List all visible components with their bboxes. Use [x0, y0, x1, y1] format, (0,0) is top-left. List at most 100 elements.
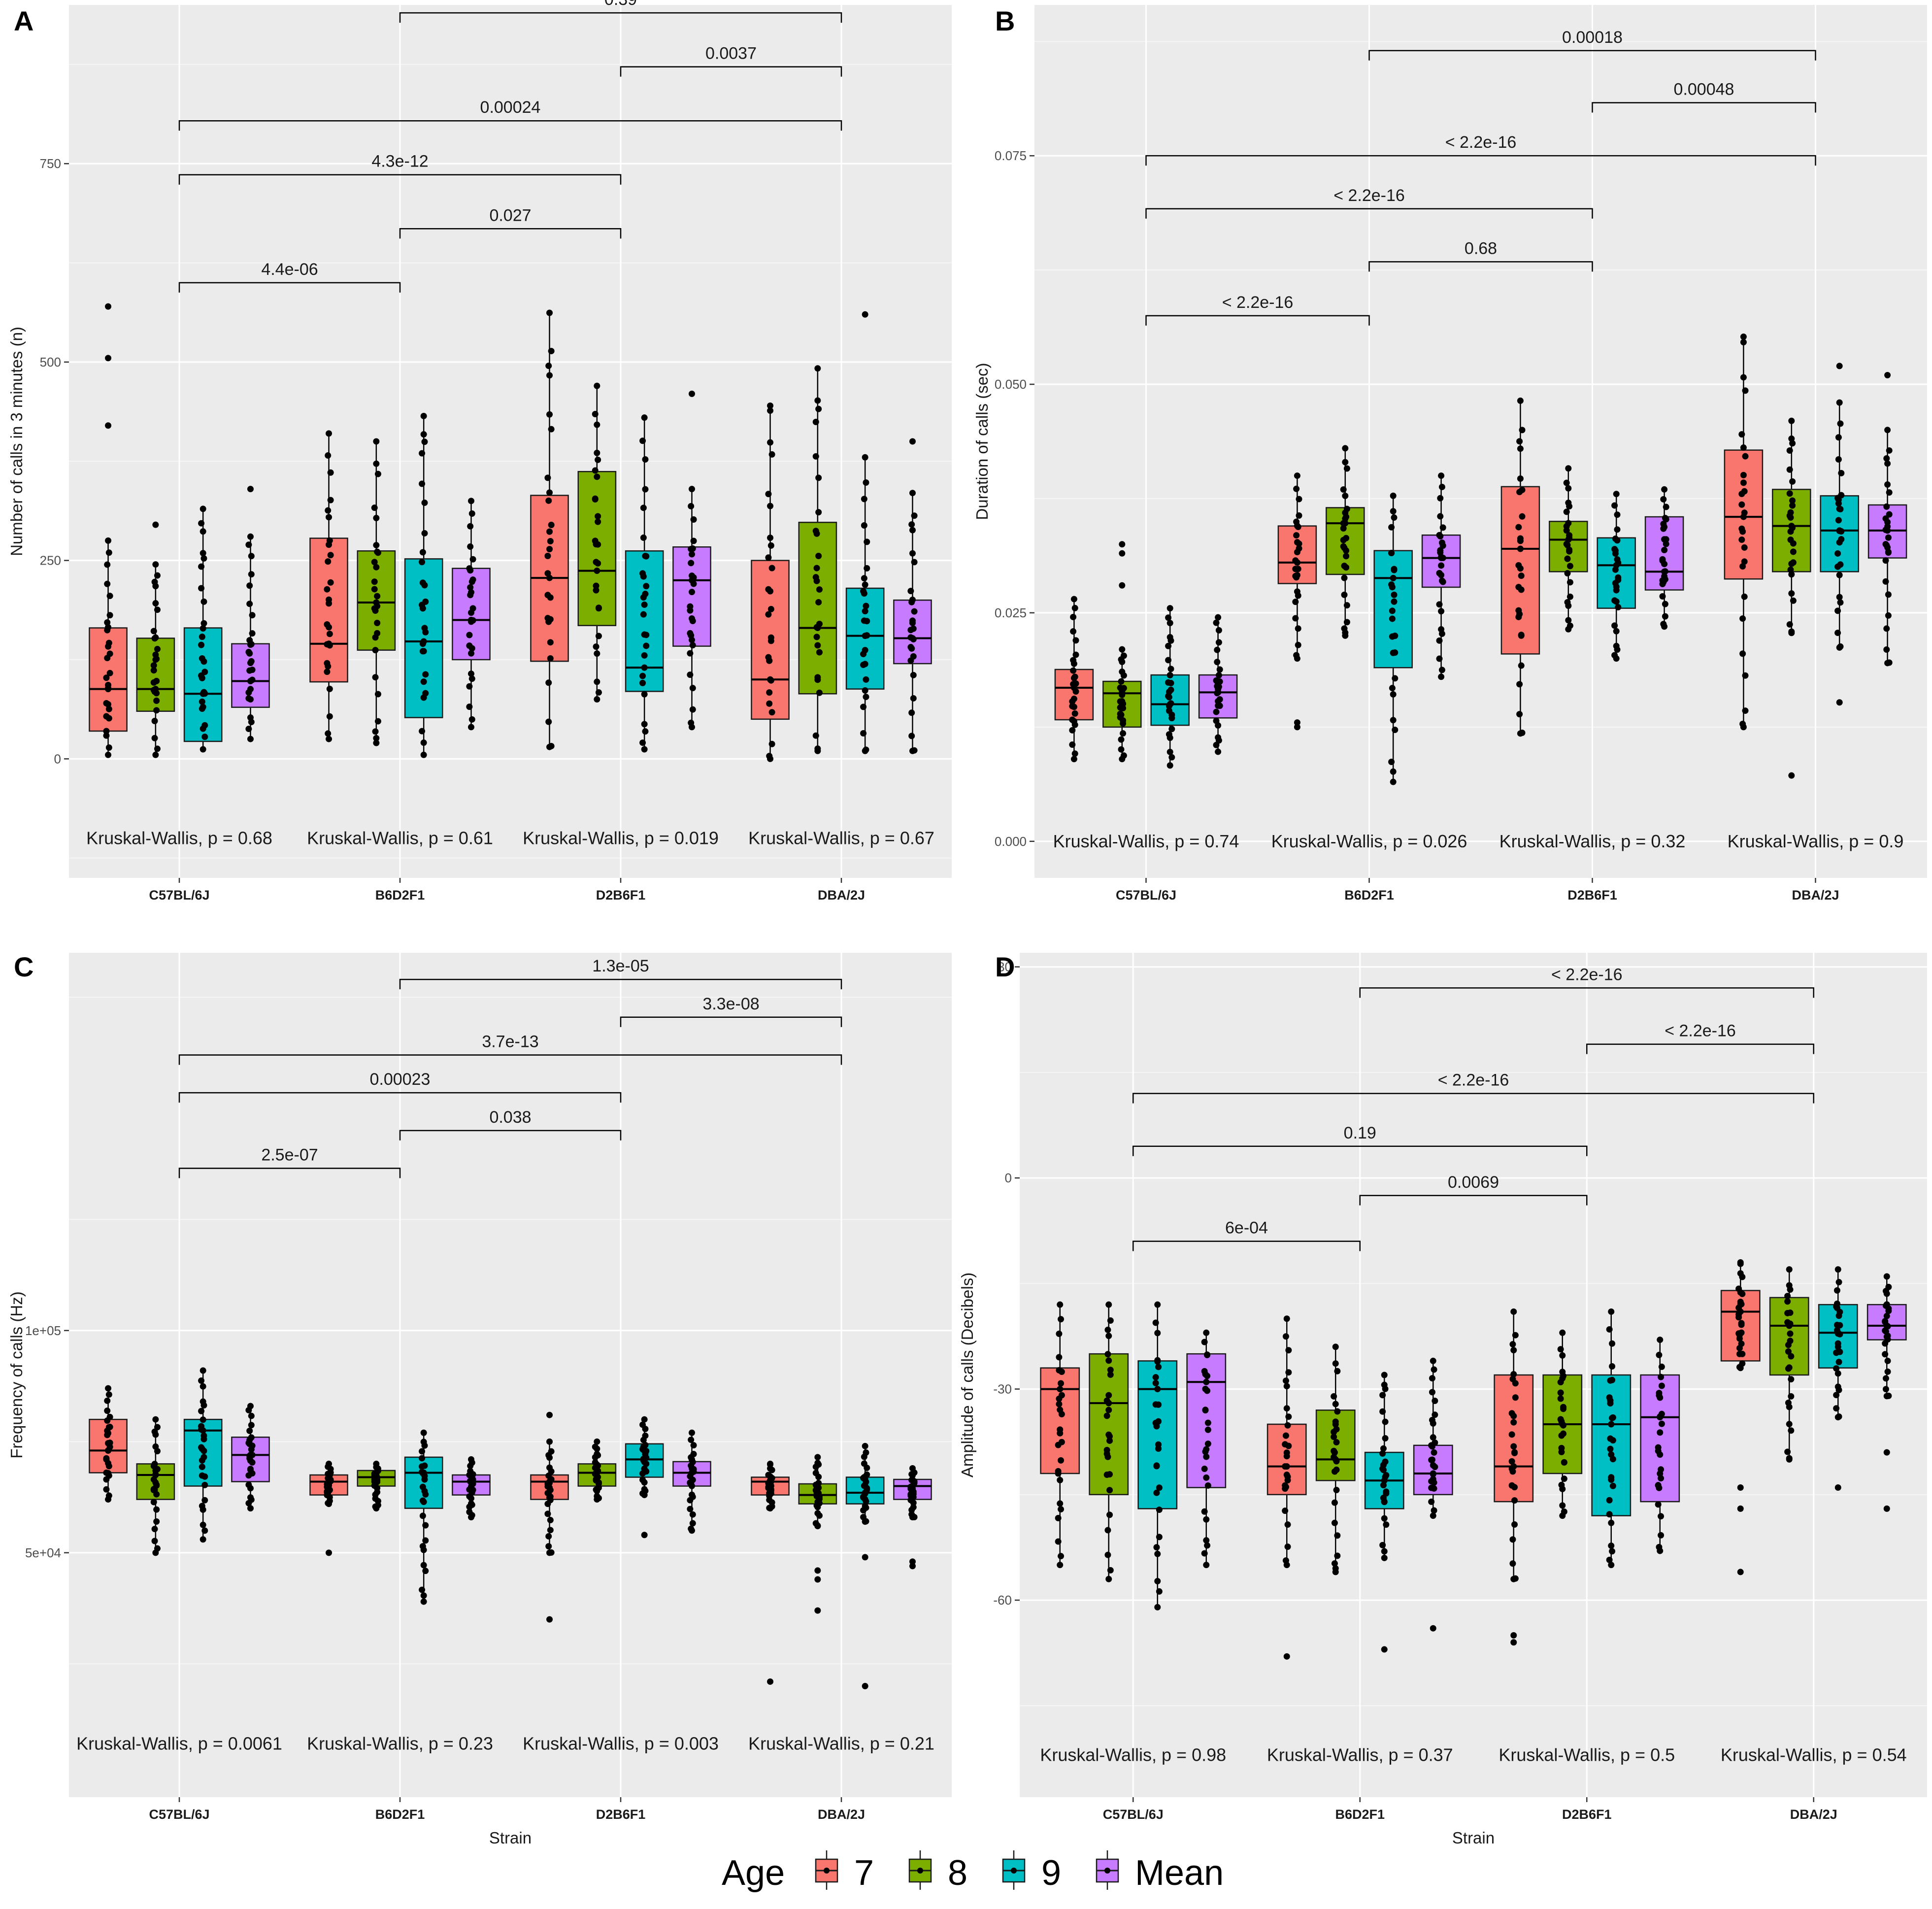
- data-point: [1788, 630, 1795, 636]
- data-point: [467, 1472, 474, 1479]
- data-point: [1331, 1434, 1337, 1440]
- data-point: [200, 1506, 206, 1513]
- data-point: [326, 713, 333, 720]
- data-point: [546, 1478, 553, 1485]
- data-point: [1166, 701, 1173, 707]
- kruskal-wallis-label: Kruskal-Wallis, p = 0.74: [1053, 831, 1239, 851]
- data-point: [1564, 542, 1571, 549]
- significance-bracket: 0.027: [399, 206, 622, 239]
- data-point: [1343, 513, 1350, 520]
- data-point: [908, 521, 915, 528]
- data-point: [1284, 1422, 1291, 1429]
- kruskal-wallis-label: Kruskal-Wallis, p = 0.98: [1040, 1744, 1226, 1765]
- outlier-point: [105, 355, 112, 362]
- data-point: [1557, 1389, 1564, 1396]
- data-point: [1658, 1363, 1665, 1370]
- x-tick-label: C57BL/6J: [1103, 1807, 1164, 1822]
- data-point: [1331, 1560, 1338, 1567]
- data-point: [814, 365, 821, 372]
- data-point: [1436, 601, 1443, 608]
- legend-key-point: [917, 1868, 923, 1874]
- bracket-line: [1133, 1240, 1361, 1251]
- data-point: [152, 1472, 159, 1478]
- data-point: [641, 721, 648, 728]
- data-point: [1784, 1293, 1791, 1300]
- data-point: [1156, 1588, 1163, 1595]
- data-point: [152, 600, 159, 607]
- data-point: [1072, 651, 1079, 658]
- data-point: [247, 736, 254, 742]
- bracket-p-value: 2.5e-07: [261, 1146, 318, 1165]
- data-point: [373, 1474, 380, 1480]
- data-point: [1105, 1400, 1112, 1407]
- data-point: [1660, 496, 1667, 502]
- data-point: [1070, 684, 1077, 691]
- significance-bracket: 0.0069: [1359, 1173, 1588, 1206]
- data-point: [1282, 1483, 1289, 1490]
- data-point: [767, 439, 774, 446]
- data-point: [641, 631, 648, 638]
- data-point: [688, 551, 695, 558]
- data-point: [1835, 456, 1842, 463]
- data-point: [1560, 1404, 1567, 1410]
- data-point: [1285, 1347, 1292, 1354]
- data-point: [1284, 1521, 1291, 1528]
- box-C57BL/6J-9: [183, 1367, 223, 1543]
- data-point: [1340, 486, 1347, 493]
- data-point: [1332, 1418, 1339, 1425]
- data-point: [1120, 652, 1127, 659]
- data-point: [863, 1504, 869, 1511]
- data-point: [1833, 1287, 1840, 1294]
- data-point: [153, 707, 160, 714]
- data-point: [1659, 593, 1666, 600]
- data-point: [1658, 1466, 1665, 1473]
- data-point: [1662, 601, 1668, 607]
- data-point: [766, 657, 773, 664]
- data-point: [200, 550, 206, 557]
- data-point: [1788, 1393, 1795, 1400]
- data-point: [593, 582, 600, 589]
- outlier-point: [862, 1682, 868, 1689]
- data-point: [374, 548, 381, 555]
- data-point: [1510, 1463, 1517, 1470]
- box-B6D2F1-9: [1364, 1372, 1404, 1653]
- bracket-line: [1359, 987, 1814, 998]
- data-point: [374, 718, 381, 725]
- data-point: [594, 650, 600, 657]
- data-point: [1611, 502, 1618, 509]
- data-point: [1517, 537, 1524, 544]
- data-point: [1204, 1542, 1211, 1549]
- data-point: [1167, 666, 1174, 672]
- data-point: [468, 716, 475, 723]
- legend-key-point: [824, 1868, 830, 1874]
- data-point: [373, 739, 380, 746]
- data-point: [1790, 559, 1797, 566]
- data-point: [1105, 1333, 1112, 1340]
- bracket-p-value: < 2.2e-16: [1222, 293, 1294, 312]
- data-point: [1565, 485, 1572, 492]
- data-point: [1341, 591, 1348, 598]
- x-tick-label: DBA/2J: [818, 1807, 865, 1822]
- box-DBA/2J-8: [798, 1454, 837, 1614]
- data-point: [1154, 1301, 1161, 1308]
- significance-bracket: 0.0037: [620, 44, 842, 77]
- data-point: [150, 662, 157, 669]
- data-point: [104, 561, 111, 568]
- data-point: [373, 735, 380, 741]
- data-point: [1885, 534, 1892, 541]
- data-point: [909, 617, 916, 624]
- data-point: [248, 1412, 255, 1419]
- data-point: [1786, 1364, 1793, 1371]
- data-point: [1283, 1315, 1290, 1322]
- data-point: [105, 624, 112, 631]
- data-point: [1740, 444, 1747, 451]
- data-point: [1107, 1317, 1114, 1324]
- y-axis-label: Amplitude of calls (Decibels): [958, 1273, 976, 1477]
- data-point: [1508, 1482, 1515, 1489]
- y-tick-label: 30: [998, 960, 1012, 974]
- plot-background: [1034, 5, 1927, 878]
- data-point: [1608, 1308, 1615, 1315]
- data-point: [1784, 1448, 1791, 1455]
- data-point: [325, 452, 332, 459]
- data-point: [1563, 527, 1570, 534]
